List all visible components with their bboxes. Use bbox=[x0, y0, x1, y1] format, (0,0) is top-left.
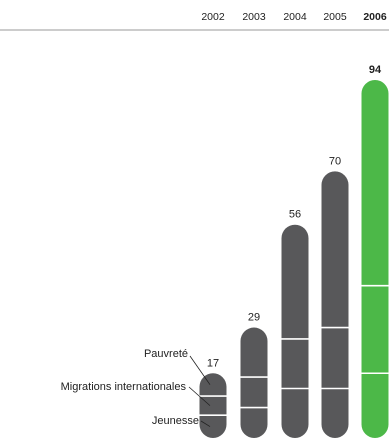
value-label-2002: 17 bbox=[207, 357, 219, 369]
bar-2003 bbox=[240, 327, 268, 438]
bar-2006 bbox=[361, 80, 389, 438]
year-label-2004: 2004 bbox=[283, 11, 307, 23]
bars bbox=[199, 80, 389, 439]
value-label-2005: 70 bbox=[329, 155, 341, 167]
value-label-2003: 29 bbox=[248, 312, 260, 324]
bar-2004 bbox=[281, 224, 309, 438]
value-labels: 17 29 56 70 94 bbox=[207, 64, 382, 369]
year-label-2002: 2002 bbox=[201, 11, 225, 23]
value-label-2006: 94 bbox=[369, 64, 382, 76]
bar-2005 bbox=[321, 171, 349, 439]
segment-label-pauvrete: Pauvreté bbox=[144, 348, 188, 360]
value-label-2004: 56 bbox=[289, 209, 301, 221]
year-label-2005: 2005 bbox=[323, 11, 347, 23]
bar-2002 bbox=[199, 373, 227, 438]
segment-leader-pauvrete bbox=[189, 355, 211, 385]
year-label-2003: 2003 bbox=[242, 11, 266, 23]
segment-label-jeunesse: Jeunesse bbox=[152, 415, 199, 427]
segment-label-migrations-internationales: Migrations internationales bbox=[61, 381, 187, 393]
segment-leader-migrations-internationales bbox=[188, 386, 211, 406]
year-labels: 2002 2003 2004 2005 2006 bbox=[201, 11, 387, 23]
year-label-2006: 2006 bbox=[363, 11, 387, 23]
segment-labels: Jeunesse Migrations internationales Pauvre… bbox=[61, 348, 211, 427]
segment-leader-jeunesse bbox=[200, 420, 211, 427]
